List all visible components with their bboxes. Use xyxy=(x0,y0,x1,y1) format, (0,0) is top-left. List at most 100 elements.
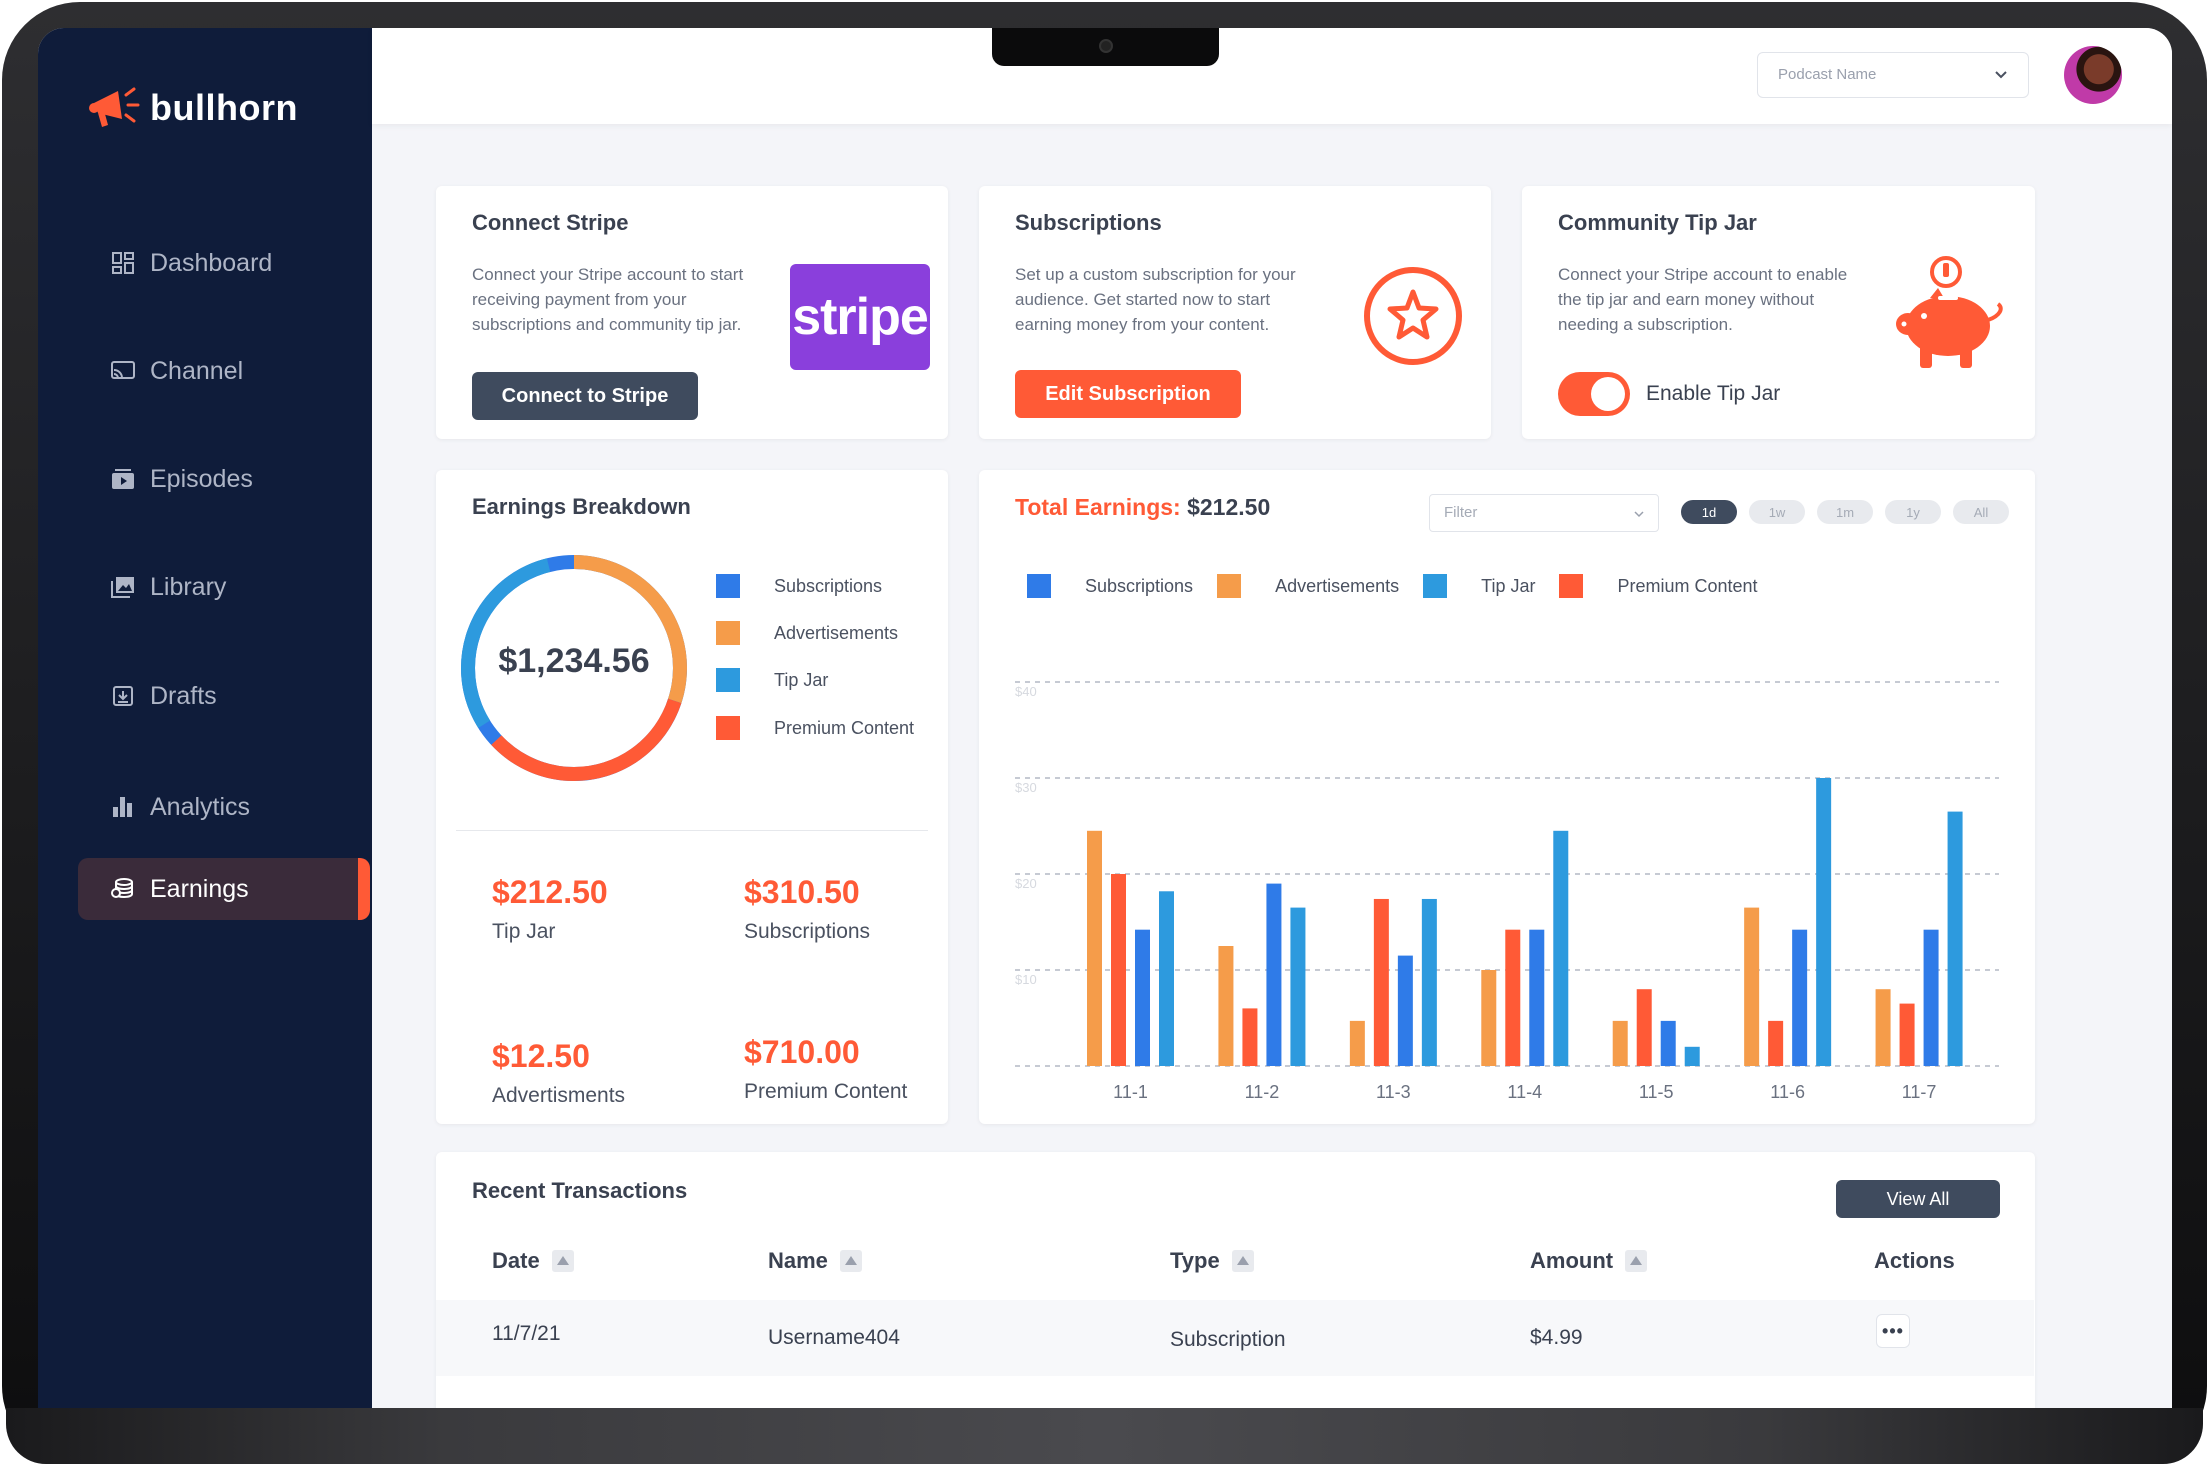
card-description: Set up a custom subscription for your au… xyxy=(1015,265,1296,334)
tip-jar-amount: $212.50 xyxy=(492,874,608,910)
y-tick-label: $40 xyxy=(1015,684,1037,699)
legend-label: Advertisements xyxy=(1275,575,1400,596)
chevron-down-icon xyxy=(1995,71,2007,79)
bar xyxy=(1421,898,1437,1066)
earnings-bar-chart: $10 $20 $30 $40 11-1 11-2 11-3 11-4 11-5 11-6 11-7 xyxy=(1015,681,1999,1102)
x-tick-label: 11-4 xyxy=(1507,1082,1542,1102)
divider xyxy=(456,830,928,831)
bar xyxy=(1373,898,1389,1066)
x-tick-label: 11-5 xyxy=(1639,1082,1674,1102)
bar xyxy=(1899,1003,1915,1066)
row-name: Username404 xyxy=(768,1326,900,1349)
range-1m[interactable]: 1m xyxy=(1817,500,1873,524)
column-header-actions: Actions xyxy=(1874,1248,1955,1273)
bar xyxy=(1923,929,1939,1066)
screen: bullhorn Dashboard Channel Episodes Libr… xyxy=(38,28,2172,1408)
camera-icon xyxy=(1099,39,1113,53)
sidebar-item-drafts[interactable]: Drafts xyxy=(78,665,368,727)
range-1d[interactable]: 1d xyxy=(1681,500,1737,524)
sidebar-item-episodes[interactable]: Episodes xyxy=(78,448,368,510)
avatar[interactable] xyxy=(2064,46,2122,104)
bar xyxy=(1947,811,1963,1066)
bullhorn-icon xyxy=(89,87,140,127)
more-actions-icon[interactable]: ••• xyxy=(1876,1314,1910,1348)
column-header-type[interactable]: Type xyxy=(1170,1248,1254,1274)
sidebar-item-analytics[interactable]: Analytics xyxy=(78,776,368,838)
legend-premium-content: Premium Content xyxy=(716,716,914,740)
view-all-button[interactable]: View All xyxy=(1836,1180,2000,1218)
card-title: Earnings Breakdown xyxy=(472,494,691,519)
legend-swatch xyxy=(1423,574,1448,598)
podcast-select-placeholder: Podcast Name xyxy=(1778,66,1877,83)
bar xyxy=(1218,946,1234,1066)
legend-swatch xyxy=(1559,574,1584,598)
legend-swatch xyxy=(716,668,740,692)
bar xyxy=(1684,1046,1700,1066)
premium-content-amount-label: Premium Content xyxy=(744,1080,908,1103)
sidebar-item-dashboard[interactable]: Dashboard xyxy=(78,232,368,294)
bar xyxy=(1349,1020,1365,1066)
subscriptions-amount-label: Subscriptions xyxy=(744,920,871,943)
library-icon xyxy=(110,574,136,600)
bar xyxy=(1266,883,1282,1066)
sidebar-item-library[interactable]: Library xyxy=(78,556,368,618)
drafts-icon xyxy=(110,683,136,709)
advertisements-amount-label: Advertisments xyxy=(492,1084,626,1107)
sidebar: bullhorn Dashboard Channel Episodes Libr… xyxy=(38,28,372,1408)
laptop-base xyxy=(6,1408,2203,1464)
edit-subscription-button[interactable]: Edit Subscription xyxy=(1015,370,1241,418)
legend-label: Premium Content xyxy=(774,717,915,738)
episodes-icon xyxy=(110,466,136,492)
sort-icon[interactable] xyxy=(1231,1250,1254,1272)
chevron-down-icon xyxy=(1634,511,1644,518)
connect-to-stripe-button[interactable]: Connect to Stripe xyxy=(472,372,698,420)
sidebar-item-earnings[interactable]: Earnings xyxy=(78,858,370,920)
legend-swatch xyxy=(1027,574,1051,598)
dashboard-icon xyxy=(110,250,136,276)
x-tick-label: 11-7 xyxy=(1902,1082,1937,1102)
legend-swatch xyxy=(716,621,740,645)
legend-subscriptions: Subscriptions xyxy=(716,574,882,598)
row-amount: $4.99 xyxy=(1530,1326,1583,1349)
column-header-date[interactable]: Date xyxy=(492,1248,574,1274)
column-header-amount[interactable]: Amount xyxy=(1530,1248,1648,1274)
sort-icon[interactable] xyxy=(1625,1250,1648,1272)
y-tick-label: $20 xyxy=(1015,876,1037,891)
table-row[interactable] xyxy=(436,1300,2034,1376)
bar xyxy=(1290,907,1306,1066)
range-1w[interactable]: 1w xyxy=(1749,500,1805,524)
x-tick-label: 11-3 xyxy=(1376,1082,1411,1102)
legend-swatch xyxy=(716,716,740,740)
card-title: Connect Stripe xyxy=(472,210,629,235)
bar xyxy=(1242,1008,1258,1066)
advertisements-amount: $12.50 xyxy=(492,1038,590,1074)
bar xyxy=(1135,929,1150,1066)
tip-jar-toggle[interactable] xyxy=(1558,372,1630,416)
chart-heading: Total Earnings: $212.50 xyxy=(1015,494,1270,521)
earnings-icon xyxy=(110,876,136,902)
filter-select[interactable]: Filter xyxy=(1429,494,1659,532)
card-title: Community Tip Jar xyxy=(1558,210,1757,235)
podcast-select[interactable]: Podcast Name xyxy=(1757,52,2029,98)
range-1y[interactable]: 1y xyxy=(1885,500,1941,524)
column-header-name[interactable]: Name xyxy=(768,1248,862,1274)
bar xyxy=(1159,891,1174,1066)
app-logo[interactable]: bullhorn xyxy=(88,83,298,133)
sort-icon[interactable] xyxy=(551,1250,574,1272)
range-all[interactable]: All xyxy=(1953,500,2009,524)
legend-label: Subscriptions xyxy=(1085,575,1194,596)
sort-icon[interactable] xyxy=(839,1250,862,1272)
x-tick-label: 11-2 xyxy=(1245,1082,1280,1102)
legend-label: Tip Jar xyxy=(774,669,829,690)
legend-label: Subscriptions xyxy=(774,575,883,596)
y-tick-label: $30 xyxy=(1015,780,1037,795)
piggy-bank-icon xyxy=(1896,256,2003,368)
bar xyxy=(1660,1020,1676,1066)
card-description: Connect your Stripe account to start rec… xyxy=(472,265,744,334)
sidebar-item-channel[interactable]: Channel xyxy=(78,340,368,402)
bar xyxy=(1111,874,1126,1066)
subscriptions-card: Subscriptions Set up a custom subscripti… xyxy=(979,186,1491,439)
sidebar-item-label: Channel xyxy=(150,356,244,385)
legend-tip-jar: Tip Jar xyxy=(716,668,828,692)
card-title: Recent Transactions xyxy=(472,1178,688,1203)
